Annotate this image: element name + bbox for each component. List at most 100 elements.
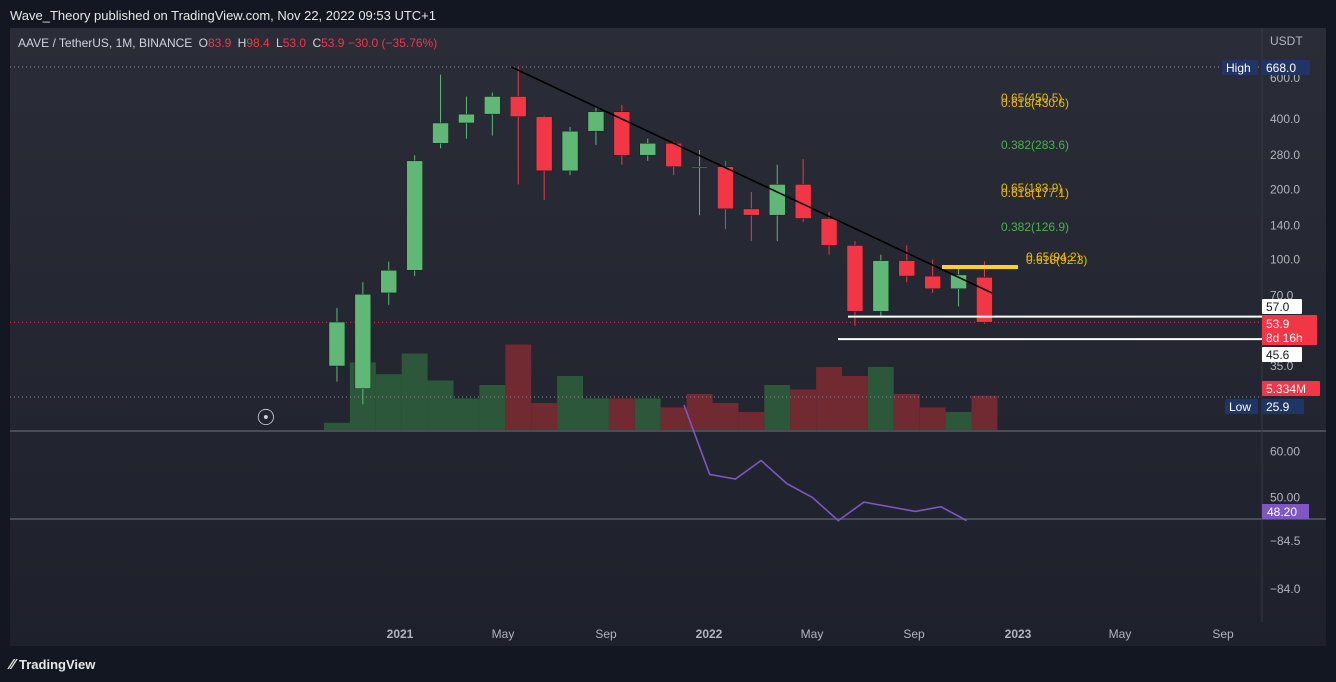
legend-low: 53.0 [282,36,307,50]
footer-brand: ⁄⁄ TradingView [10,656,95,673]
time-tick-label: Sep [903,627,925,641]
price-tick-label: 100.0 [1270,253,1300,267]
last-price-tag-bg [1262,315,1317,345]
rsi-line [683,404,968,522]
candle-down [924,275,941,290]
volume-bar [453,398,480,430]
candle-up [380,270,397,294]
low-label-bg [1225,399,1258,414]
footer-brand-text: TradingView [19,657,96,672]
countdown-timer: 8d 16h [1266,331,1303,345]
time-tick-label: 2023 [1005,627,1032,641]
candle-down [898,260,915,277]
fib-label: 0.618(430.6) [1001,96,1069,110]
volume-bar [945,412,972,430]
candle-down [794,184,812,219]
candle-down [820,218,838,246]
legend-symbol: AAVE / TetherUS, 1M, BINANCE [18,36,193,50]
candle-up [587,111,605,132]
volume-bar [816,367,842,430]
candle-up [872,260,890,312]
volume-bar [634,398,661,430]
candle-up [561,130,579,172]
price-tick-label: 400.0 [1270,112,1300,126]
legend-change: −30.0 (−35.76%) [347,36,438,50]
last-price-value: 53.9 [1266,317,1290,331]
price-tick-label: 35.0 [1270,359,1294,373]
volume-bar [867,367,894,430]
rsi-current-value: 48.20 [1267,505,1297,519]
currency-label: USDT [1270,34,1303,48]
high-label: High [1226,61,1251,75]
price-tag-45-6-bg [1262,347,1302,362]
candle-up [406,160,423,271]
candle-up [458,113,475,124]
candle-down [613,111,631,156]
high-value-bg [1262,60,1310,75]
candle-up [639,143,656,156]
legend-open: 83.9 [207,36,232,50]
volume-bar [712,403,739,430]
legend-low-key: L [276,36,283,50]
price-tag-45-6: 45.6 [1266,348,1290,362]
volume-bar [971,395,998,430]
low-label: Low [1229,400,1251,414]
volume-bar [583,398,609,430]
fib-label: 0.382(283.6) [1001,138,1069,152]
volume-bar [738,412,765,430]
volume-bar [427,380,454,430]
low-value: 25.9 [1266,400,1290,414]
candle-down [743,208,760,216]
volume-bar [505,344,532,430]
time-tick-label: May [1109,627,1132,641]
candle-down [510,96,527,117]
candle-up [354,294,372,389]
candle-down [535,116,553,172]
trend-line [510,66,993,294]
volume-bar [919,407,946,430]
pane3-tick-label: −84.5 [1270,534,1301,548]
price-tag-57: 57.0 [1266,300,1290,314]
volume-bar [479,385,506,430]
fib-label: 0.65(183.9) [1001,181,1062,195]
legend-close: 53.9 [321,36,345,50]
legend-close-key: C [312,36,322,50]
time-tick-label: Sep [1212,627,1234,641]
fib-label: 0.65(94.2) [1026,250,1081,264]
volume-bar [608,398,635,430]
volume-bar [842,376,868,430]
volume-bar [790,389,817,430]
price-tick-label: 200.0 [1270,182,1300,196]
high-label-bg [1222,60,1258,75]
candle-up [769,184,786,216]
dino-icon: ☉ [256,406,276,431]
volume-bar [531,403,558,430]
rsi-tick-label: 50.00 [1270,491,1300,505]
time-tick-label: 2022 [696,627,723,641]
time-tick-label: 2021 [387,627,414,641]
candle-up [484,96,501,115]
time-tick-label: May [492,627,515,641]
fib-label: 0.618(92.3) [1026,253,1087,267]
candle-up [432,122,449,144]
price-tag-57-bg [1262,299,1302,314]
candle-down [846,245,864,312]
tradingview-logo-icon: ⁄⁄ [10,656,16,673]
publisher-text: Wave_Theory published on TradingView.com… [10,8,436,23]
chart-area[interactable] [10,28,1326,646]
candle-up [328,321,346,367]
pane3-tick-label: −84.0 [1270,582,1301,596]
volume-tag: 5.334M [1266,382,1306,396]
legend-high-key: H [237,36,247,50]
legend-open-key: O [198,36,208,50]
candle-down [717,166,734,210]
volume-bar [401,353,428,430]
high-value: 668.0 [1266,61,1296,75]
volume-bar [764,385,791,430]
volume-tag-bg [1262,381,1320,396]
fib-label: 0.382(126.9) [1001,220,1069,234]
volume-bar [324,422,350,430]
price-tick-label: 140.0 [1270,218,1300,232]
volume-bar [660,407,687,430]
